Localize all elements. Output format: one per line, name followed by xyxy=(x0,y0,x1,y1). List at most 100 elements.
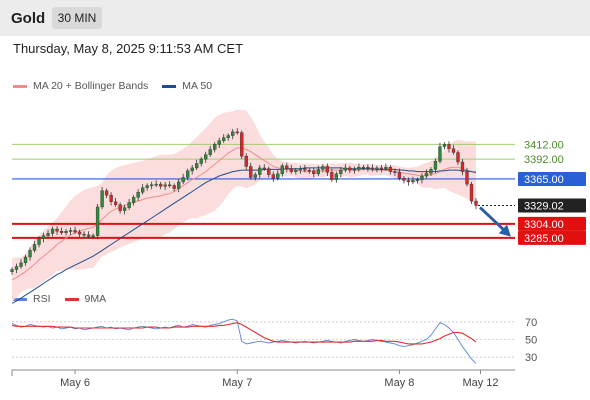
candle-body xyxy=(59,231,64,233)
candle xyxy=(177,178,181,193)
candle xyxy=(258,164,262,179)
candle-body xyxy=(46,233,50,236)
candle-body xyxy=(438,146,442,162)
candle-body xyxy=(158,183,163,187)
candle-body xyxy=(190,167,194,172)
candle-body xyxy=(91,235,95,237)
candle xyxy=(136,189,140,202)
candle xyxy=(190,164,194,175)
candle xyxy=(82,231,86,239)
candle-body xyxy=(262,167,266,170)
candle-body xyxy=(122,207,127,211)
candle-body xyxy=(131,197,136,203)
candle-body xyxy=(348,167,352,171)
candle xyxy=(384,163,388,171)
candle-body xyxy=(465,171,469,185)
candle xyxy=(32,240,37,253)
candle-body xyxy=(10,269,14,272)
candle-body xyxy=(204,154,208,160)
legend-item-bollinger: MA 20 + Bollinger Bands xyxy=(13,80,148,92)
candle-body xyxy=(406,180,411,183)
candle-body xyxy=(460,161,465,172)
candle-body xyxy=(303,168,307,171)
candle xyxy=(131,195,136,206)
candle xyxy=(73,226,77,235)
candle xyxy=(118,202,122,214)
pivot-label-box xyxy=(518,171,586,186)
candle-body xyxy=(186,170,190,178)
candle-body xyxy=(456,152,460,163)
candle-body xyxy=(393,171,397,173)
candle xyxy=(402,176,406,184)
candle xyxy=(321,164,325,173)
candle-body xyxy=(195,163,199,169)
candle xyxy=(366,164,370,172)
candle-body xyxy=(276,173,280,179)
legend-label-rsi: RSI xyxy=(33,293,51,305)
candle xyxy=(442,142,447,150)
candle xyxy=(406,177,411,186)
candle-body xyxy=(321,166,325,170)
candle-body xyxy=(424,172,429,177)
candle xyxy=(285,162,289,173)
candle xyxy=(64,229,68,236)
candle-body xyxy=(474,200,478,206)
candle xyxy=(226,133,230,141)
price-legend: MA 20 + Bollinger Bands MA 50 xyxy=(13,80,226,92)
rsi-tick-50: 50 xyxy=(525,335,537,347)
candle xyxy=(348,165,352,174)
candle xyxy=(23,254,28,266)
candle-body xyxy=(14,266,19,270)
candle xyxy=(19,259,23,269)
legend-item-ma50: MA 50 xyxy=(162,80,212,92)
candle xyxy=(325,163,330,177)
last-price-label-box xyxy=(518,198,586,213)
candle-body xyxy=(235,131,239,134)
candle xyxy=(276,170,280,181)
candle xyxy=(86,231,91,239)
candle xyxy=(303,164,307,173)
chart-datetime: Thursday, May 8, 2025 9:11:53 AM CET xyxy=(13,41,244,56)
candle xyxy=(77,229,82,238)
resistance-1-label: 3392.00 xyxy=(524,154,564,166)
candle-body xyxy=(68,230,73,232)
candle-body xyxy=(298,168,302,171)
candle xyxy=(109,192,113,206)
candle xyxy=(244,153,248,171)
candle xyxy=(433,158,438,174)
forecast-arrow-head xyxy=(498,224,511,237)
candle xyxy=(253,172,257,181)
candle-body xyxy=(109,194,113,202)
candle-body xyxy=(181,177,185,183)
candle xyxy=(411,176,415,185)
resistance-2-label: 3412.00 xyxy=(524,139,564,151)
candle-body xyxy=(77,231,82,235)
candle-body xyxy=(307,169,311,172)
candle xyxy=(343,164,348,173)
candle xyxy=(195,159,199,171)
candle-body xyxy=(397,172,402,179)
candle-body xyxy=(289,168,293,172)
candle xyxy=(312,167,316,178)
last-price-label: 3329.02 xyxy=(524,200,564,212)
timeframe-button[interactable]: 30 MIN xyxy=(52,7,102,29)
candle xyxy=(307,167,311,174)
candle xyxy=(168,181,172,188)
candle xyxy=(424,169,429,179)
candle-body xyxy=(172,185,176,189)
candle xyxy=(50,226,55,237)
rsi-tick-30: 30 xyxy=(525,352,537,364)
x-axis-label-2: May 8 xyxy=(384,377,414,389)
candle-body xyxy=(249,166,253,178)
candle xyxy=(100,187,104,210)
candle xyxy=(231,128,235,140)
candle-body xyxy=(388,166,393,172)
candle-body xyxy=(104,190,109,196)
support-2-label: 3285.00 xyxy=(524,233,564,245)
candle xyxy=(388,164,393,175)
candle-body xyxy=(41,235,46,239)
candle-body xyxy=(429,169,433,174)
candle xyxy=(375,165,379,173)
candle-body xyxy=(163,184,167,187)
candle xyxy=(240,130,244,160)
